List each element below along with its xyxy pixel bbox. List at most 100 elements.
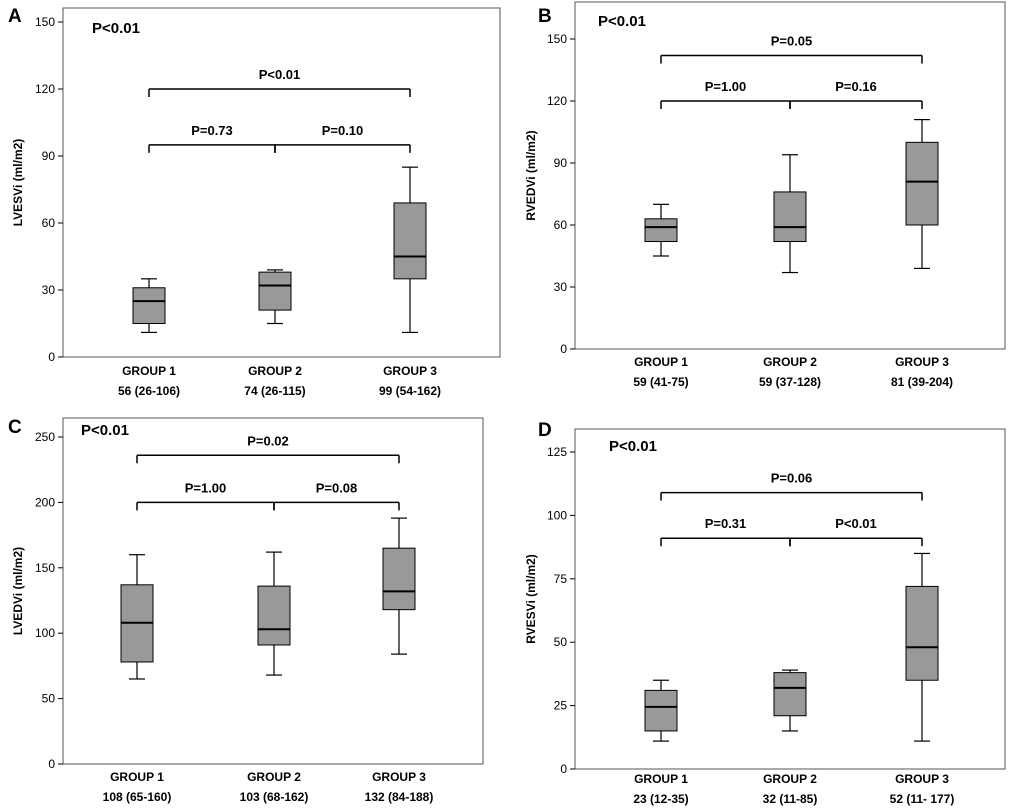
comparison-p-value: P=0.10 (322, 123, 364, 138)
category-label: GROUP 2 (247, 770, 301, 784)
comparison-p-value: P=1.00 (185, 480, 227, 495)
category-sublabel: 59 (41-75) (633, 375, 688, 389)
comparison-bracket: P=0.05 (660, 34, 923, 64)
category-label: GROUP 1 (634, 355, 688, 369)
category-sublabel: 59 (37-128) (759, 375, 821, 389)
comparison-p-value: P=0.05 (771, 34, 813, 49)
panel-d: D P<0.01 0 25 50 75 100 125 RVESVi (ml/m2) P=0.31… (524, 420, 1006, 806)
comparison-p-value: P=1.00 (705, 79, 747, 94)
overall-p-value: P<0.01 (81, 422, 129, 439)
box-2 (258, 269, 292, 325)
y-tick-label: 50 (554, 635, 568, 649)
iqr-box (644, 689, 678, 732)
comparison-bracket: P<0.01 (789, 516, 923, 547)
category-label: GROUP 2 (763, 355, 817, 369)
comparison-bracket: P<0.01 (148, 67, 411, 97)
category-sublabel: 108 (65-160) (103, 790, 172, 804)
y-tick-label: 200 (35, 495, 55, 509)
iqr-box (257, 585, 291, 646)
y-tick-label: 90 (42, 149, 56, 163)
y-tick-label: 250 (35, 430, 55, 444)
category-sublabel: 23 (12-35) (633, 792, 688, 806)
box-3 (393, 166, 427, 334)
iqr-box (644, 218, 678, 243)
category-label: GROUP 2 (248, 364, 302, 378)
iqr-box (905, 585, 939, 681)
category-sublabel: 132 (84-188) (365, 790, 434, 804)
box-1 (644, 679, 678, 742)
category-label: GROUP 1 (122, 364, 176, 378)
comparison-bracket: P=0.06 (660, 471, 923, 501)
category-sublabel: 52 (11- 177) (890, 792, 955, 806)
category-sublabel: 32 (11-85) (763, 792, 818, 806)
comparison-bracket: P=0.02 (136, 433, 400, 464)
panel-c: C P<0.01 0 50 100 150 200 250 LVEDVi (ml/m2) P=1.… (8, 417, 484, 804)
comparison-p-value: P<0.01 (259, 67, 301, 82)
y-tick-label: 60 (42, 216, 56, 230)
y-axis: 0 50 100 150 200 250 (35, 430, 63, 771)
box-2 (773, 154, 807, 274)
comparison-p-value: P=0.73 (191, 123, 233, 138)
iqr-box (905, 141, 939, 226)
box-3 (382, 517, 416, 655)
iqr-box (773, 672, 807, 717)
box-2 (257, 551, 291, 676)
box-2 (773, 669, 807, 732)
y-tick-label: 100 (35, 626, 55, 640)
comparison-bracket: P=1.00 (660, 79, 791, 109)
comparison-p-value: P<0.01 (835, 516, 877, 531)
y-axis-label: LVEDVi (ml/m2) (11, 547, 25, 635)
iqr-box (393, 202, 427, 280)
iqr-box (382, 547, 416, 611)
y-tick-label: 0 (560, 762, 567, 776)
comparison-bracket: P=1.00 (136, 480, 275, 511)
comparison-bracket: P=0.08 (273, 480, 400, 511)
overall-p-value: P<0.01 (609, 438, 657, 455)
y-tick-label: 30 (554, 280, 568, 294)
panel-b: B P<0.01 0 30 60 90 120 150 RVEDVi (ml/m2) P=1.00… (524, 1, 1006, 389)
category-sublabel: 81 (39-204) (891, 375, 953, 389)
category-sublabel: 103 (68-162) (240, 790, 309, 804)
category-sublabel: 99 (54-162) (379, 384, 441, 398)
comparison-bracket: P=0.16 (789, 79, 923, 109)
box-1 (644, 203, 678, 257)
y-tick-label: 0 (560, 342, 567, 356)
y-tick-label: 50 (42, 692, 56, 706)
comparison-p-value: P=0.02 (247, 433, 289, 448)
y-tick-label: 150 (35, 561, 55, 575)
y-tick-label: 60 (554, 218, 568, 232)
plot-frame (574, 1, 1006, 350)
category-label: GROUP 3 (383, 364, 437, 378)
iqr-box (132, 287, 166, 324)
comparison-bracket: P=0.73 (148, 123, 276, 153)
y-tick-label: 125 (547, 445, 567, 459)
y-tick-label: 150 (547, 32, 567, 46)
y-tick-label: 0 (48, 757, 55, 771)
plot-frame (62, 7, 501, 358)
overall-p-value: P<0.01 (92, 20, 140, 37)
panel-letter: D (538, 420, 552, 441)
category-sublabel: 74 (26-115) (244, 384, 305, 398)
category-label: GROUP 1 (634, 772, 688, 786)
panel-letter: A (8, 6, 22, 27)
panel-letter: B (538, 6, 552, 27)
iqr-box (258, 271, 292, 311)
y-tick-label: 25 (554, 699, 568, 713)
box-3 (905, 552, 939, 742)
category-label: GROUP 1 (110, 770, 164, 784)
category-label: GROUP 3 (372, 770, 426, 784)
y-tick-label: 150 (35, 15, 55, 29)
comparison-p-value: P=0.16 (835, 79, 877, 94)
y-tick-label: 90 (554, 156, 568, 170)
comparison-p-value: P=0.31 (705, 516, 747, 531)
category-label: GROUP 3 (895, 772, 949, 786)
comparison-p-value: P=0.08 (316, 480, 358, 495)
y-tick-label: 30 (42, 283, 56, 297)
box-1 (120, 554, 154, 680)
comparison-bracket: P=0.10 (274, 123, 411, 153)
panel-a: A P<0.01 0 30 60 90 120 150 LVESVi (ml/m2) P=0.73… (8, 6, 501, 398)
y-tick-label: 0 (48, 350, 55, 364)
iqr-box (773, 191, 807, 243)
box-1 (132, 278, 166, 334)
